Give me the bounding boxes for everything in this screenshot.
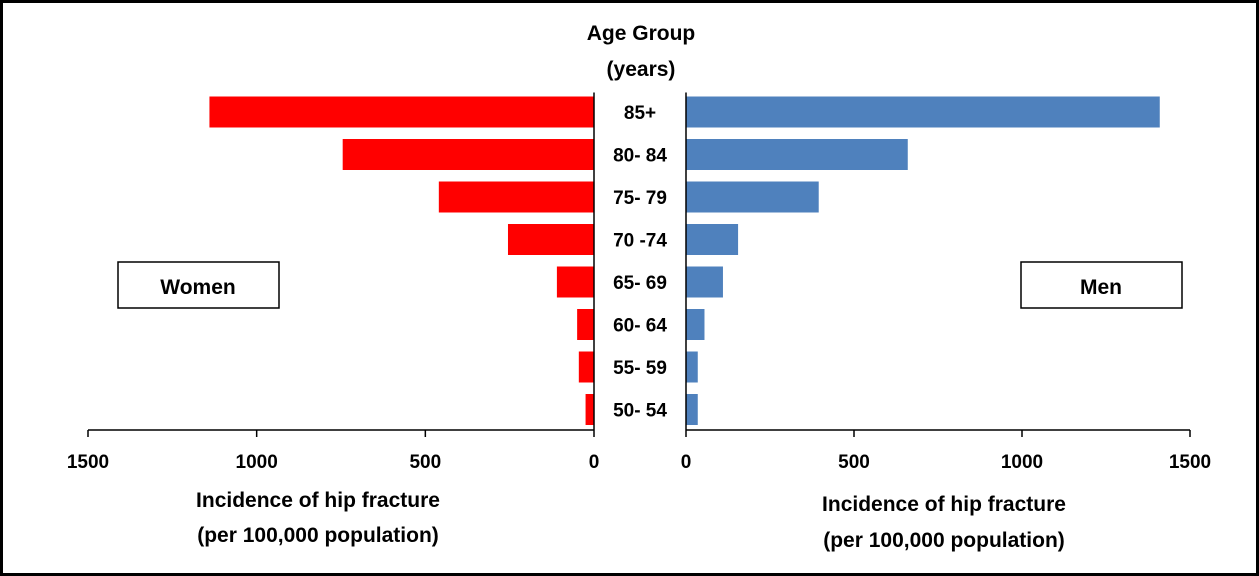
category-label: 60- 64 [613, 316, 667, 337]
bars-layer [209, 96, 1160, 425]
right-axis-tick-label: 1000 [1001, 452, 1043, 473]
women-bar [438, 181, 594, 213]
men-bar [686, 224, 739, 255]
right-axis-tick-label: 500 [838, 452, 870, 473]
men-legend-label: Men [1080, 276, 1122, 299]
axes: 1500 1000 500 0 0 500 1000 1500 [67, 92, 1211, 473]
right-axis-tick-label: 0 [681, 452, 692, 473]
chart-title-line-2: (years) [607, 58, 676, 81]
men-bar [686, 181, 819, 213]
men-bar [686, 139, 908, 170]
women-bar [209, 96, 594, 128]
category-label: 75- 79 [613, 188, 667, 209]
left-axis-tick-label: 1500 [67, 452, 109, 473]
category-label: 55- 59 [613, 358, 667, 379]
women-bar [585, 394, 594, 425]
men-bar [686, 351, 698, 383]
men-legend-box [1020, 261, 1183, 309]
category-label: 80- 84 [613, 146, 667, 167]
category-label: 50- 54 [613, 401, 667, 422]
women-bar [577, 309, 594, 340]
right-axis-tick-label: 1500 [1169, 452, 1211, 473]
women-bar [578, 351, 594, 383]
men-bar [686, 309, 705, 340]
men-bar [686, 266, 723, 298]
left-axis-label-line-1: Incidence of hip fracture [196, 489, 440, 512]
category-label: 65- 69 [613, 273, 667, 294]
left-axis-tick-label: 0 [589, 452, 600, 473]
right-axis-label-line-2: (per 100,000 population) [823, 529, 1065, 552]
women-legend-label: Women [160, 276, 235, 299]
category-labels: 85+ 80- 84 75- 79 70 -74 65- 69 60- 64 55- 59 5… [613, 103, 667, 422]
left-axis-label-line-2: (per 100,000 population) [197, 524, 439, 547]
category-label: 85+ [624, 103, 656, 124]
left-axis-tick-label: 1000 [236, 452, 278, 473]
left-axis-tick-label: 500 [409, 452, 441, 473]
women-legend-box [117, 261, 280, 309]
women-bar [342, 139, 594, 170]
women-bar [507, 224, 594, 255]
category-label: 70 -74 [613, 231, 667, 252]
chart-title-line-1: Age Group [587, 22, 696, 45]
right-axis-label-line-1: Incidence of hip fracture [822, 493, 1066, 516]
men-bar [686, 96, 1160, 128]
women-bar [556, 266, 594, 298]
men-bar [686, 394, 698, 425]
